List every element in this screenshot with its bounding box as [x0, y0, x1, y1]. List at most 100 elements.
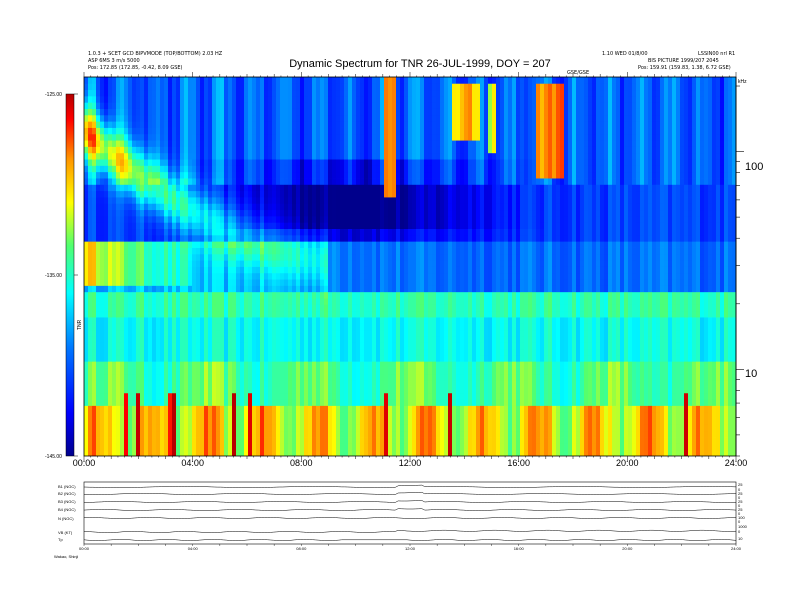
spectrogram-cell [140, 165, 145, 173]
spectrogram-cell [88, 215, 93, 223]
spectrogram-cell [208, 323, 213, 331]
spectrogram-cell [232, 228, 237, 236]
spectrogram-cell [312, 380, 317, 387]
spectrogram-cell [104, 253, 109, 261]
spectrogram-cell [100, 209, 105, 217]
spectrogram-cell [396, 108, 401, 116]
spectrogram-cell [280, 418, 285, 425]
spectrogram-cell [156, 437, 161, 444]
spectrogram-cell [380, 272, 385, 280]
spectrogram-cell [216, 108, 221, 116]
spectrogram-cell [112, 430, 117, 438]
spectrogram-cell [84, 228, 89, 236]
spectrogram-cell [292, 77, 297, 84]
spectrogram-cell [168, 133, 173, 141]
spectrogram-cell [136, 266, 141, 274]
spectrogram-cell [388, 203, 393, 211]
spectrogram-cell [344, 342, 349, 350]
spectrogram-cell [212, 279, 217, 286]
spectrogram-cell [256, 342, 261, 350]
spectrogram-cell [308, 361, 313, 368]
spectrogram-cell [224, 184, 229, 192]
spectrogram-cell [216, 215, 221, 223]
spectrogram-cell [388, 247, 393, 255]
spectrogram-cell [320, 222, 325, 229]
spectrogram-cell [236, 127, 241, 135]
spectrogram-cell [252, 146, 257, 154]
spectrogram-cell [296, 323, 301, 331]
spectrogram-cell [292, 234, 297, 242]
spectrogram-cell [388, 291, 393, 299]
spectrogram-cell [252, 279, 257, 286]
spectrogram-cell [400, 298, 405, 305]
spectrogram-cell [412, 171, 417, 179]
spectrogram-cell [92, 127, 97, 135]
spectrogram-cell [264, 190, 269, 198]
spectrogram-cell [292, 279, 297, 286]
spectrogram-cell [112, 317, 117, 324]
spectrogram-cell [396, 203, 401, 211]
spectrogram-cell [388, 152, 393, 160]
spectrogram-cell [356, 411, 361, 419]
spectrogram-cell [348, 298, 353, 305]
spectrogram-cell [100, 77, 105, 84]
spectrogram-cell [396, 348, 401, 356]
spectrogram-cell [100, 102, 105, 109]
spectrogram-cell [200, 228, 205, 236]
spectrogram-cell [92, 291, 97, 299]
spectrogram-cell [336, 190, 341, 198]
spectrogram-cell [292, 329, 297, 337]
spectrogram-cell [192, 77, 197, 84]
spectrogram-cell [180, 121, 185, 128]
spectrogram-cell [304, 323, 309, 331]
spectrogram-cell [332, 449, 337, 456]
spectrogram-cell [316, 140, 321, 147]
spectrogram-cell [316, 335, 321, 343]
spectrogram-cell [328, 449, 333, 456]
spectrogram-cell [412, 317, 417, 324]
spectrogram-cell [336, 317, 341, 324]
spectrogram-cell [384, 266, 389, 274]
spectrogram-cell [164, 203, 169, 211]
spectrogram-cell [148, 146, 153, 154]
spectrogram-cell [192, 190, 197, 198]
spectrogram-cell [292, 317, 297, 324]
spectrogram-cell [204, 159, 209, 166]
spectrogram-cell [364, 449, 369, 456]
spectrogram-cell [288, 449, 293, 456]
spectrogram-cell [288, 108, 293, 116]
colorbar-tick-label: -145.00 [45, 454, 62, 460]
spectrogram-cell [248, 405, 253, 413]
spectrogram-cell [196, 260, 201, 267]
spectrogram-cell [376, 392, 381, 400]
spectrogram-cell [104, 373, 109, 381]
spectrogram-cell [412, 152, 417, 160]
spectrogram-cell [256, 285, 261, 293]
spectrogram-cell [244, 291, 249, 299]
spectrogram-cell [336, 114, 341, 122]
spectrogram-cell [404, 178, 409, 185]
spectrogram-cell [368, 399, 373, 406]
spectrogram-cell [132, 418, 137, 425]
spectrogram-cell [380, 247, 385, 255]
spectrogram-cell [376, 127, 381, 135]
spectrogram-cell [288, 285, 293, 293]
spectrogram-cell [228, 367, 233, 375]
spectrogram-cell [224, 89, 229, 97]
spectrogram-cell [380, 354, 385, 362]
spectrogram-cell [408, 89, 413, 97]
spectrogram-cell [332, 399, 337, 406]
spectrogram-cell [348, 215, 353, 223]
spectrogram-cell [244, 304, 249, 312]
spectrogram-cell [368, 171, 373, 179]
spectrogram-cell [224, 121, 229, 128]
spectrogram-cell [296, 317, 301, 324]
spectrogram-cell [268, 102, 273, 109]
spectrogram-cell [208, 102, 213, 109]
spectrogram-cell [380, 317, 385, 324]
spectrogram-cell [156, 411, 161, 419]
spectrogram-cell [384, 298, 389, 305]
spectrogram-cell [120, 266, 125, 274]
spectrogram-cell [320, 386, 325, 394]
spectrogram-cell [292, 335, 297, 343]
